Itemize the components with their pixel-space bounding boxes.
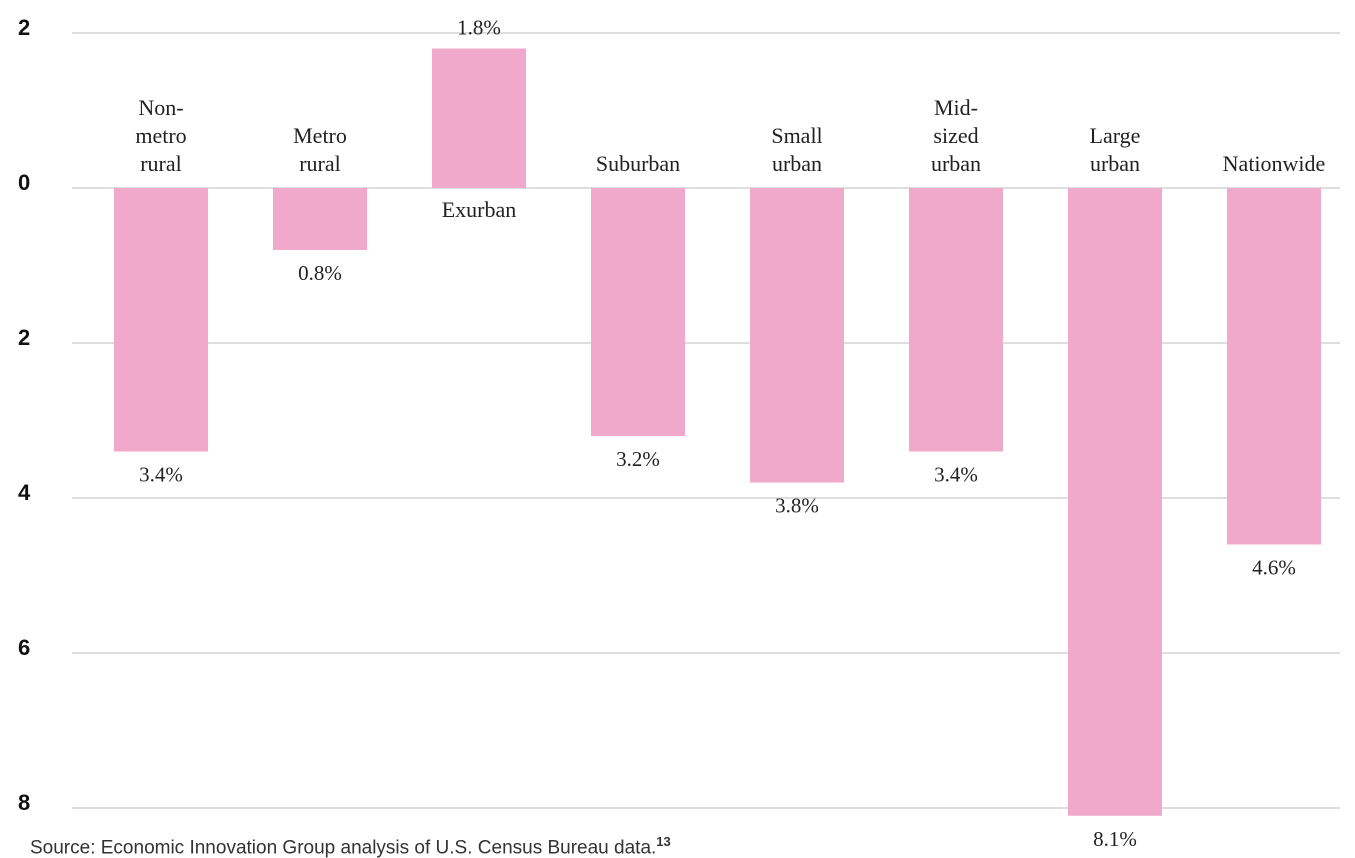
value-label: 3.2%: [616, 447, 660, 471]
category-label: Metro rural: [293, 123, 347, 176]
source-text: Source: Economic Innovation Group analys…: [30, 837, 657, 858]
category-label: Suburban: [595, 151, 681, 176]
bar: [750, 188, 844, 483]
category-label: Large urban: [1089, 123, 1141, 176]
y-tick-label: 0: [18, 170, 30, 195]
value-label: 3.4%: [934, 463, 978, 487]
value-label: 8.1%: [1093, 827, 1137, 851]
footnote-marker: 13: [656, 834, 671, 849]
bar: [1227, 188, 1321, 545]
category-label: Non-metro rural: [135, 95, 187, 176]
y-tick-label: 2: [18, 325, 30, 350]
y-tick-label: 2: [18, 15, 30, 40]
value-label: 3.4%: [139, 463, 183, 487]
value-label: 4.6%: [1252, 556, 1296, 580]
y-tick-label: 8: [18, 790, 30, 815]
value-label: 1.8%: [457, 16, 501, 40]
y-tick-label: 4: [18, 480, 31, 505]
category-label: Small urban: [771, 123, 823, 176]
y-tick-label: 6: [18, 635, 30, 660]
bar: [1068, 188, 1162, 816]
category-label: Nationwide: [1222, 151, 1326, 176]
value-label: 3.8%: [775, 494, 819, 518]
bar: [909, 188, 1003, 452]
category-label: Exurban: [441, 197, 517, 222]
bar: [591, 188, 685, 436]
bar: [114, 188, 208, 452]
bar: [432, 48, 526, 188]
source-note: Source: Economic Innovation Group analys…: [30, 834, 671, 858]
value-label: 0.8%: [298, 261, 342, 285]
bar: [273, 188, 367, 250]
category-label: Mid-sized urban: [930, 95, 982, 176]
